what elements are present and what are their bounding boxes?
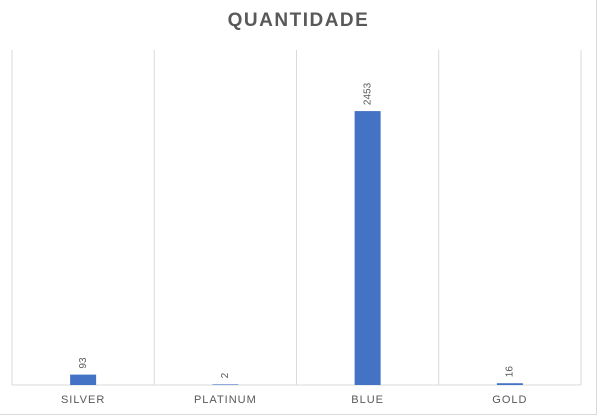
data-label-gold: 16 xyxy=(505,366,516,378)
category-label-gold: GOLD xyxy=(492,394,527,406)
bar-silver xyxy=(70,374,97,385)
data-label-blue: 2453 xyxy=(362,82,373,105)
bar-platinum xyxy=(212,384,239,385)
data-label-platinum: 2 xyxy=(220,372,231,378)
chart-title: QUANTIDADE xyxy=(227,10,370,31)
bar-gold xyxy=(496,383,523,385)
category-label-platinum: PLATINUM xyxy=(194,394,257,406)
data-label-silver: 93 xyxy=(78,357,89,369)
bar-blue xyxy=(354,111,381,385)
category-label-silver: SILVER xyxy=(61,394,105,406)
category-label-blue: BLUE xyxy=(351,394,384,406)
